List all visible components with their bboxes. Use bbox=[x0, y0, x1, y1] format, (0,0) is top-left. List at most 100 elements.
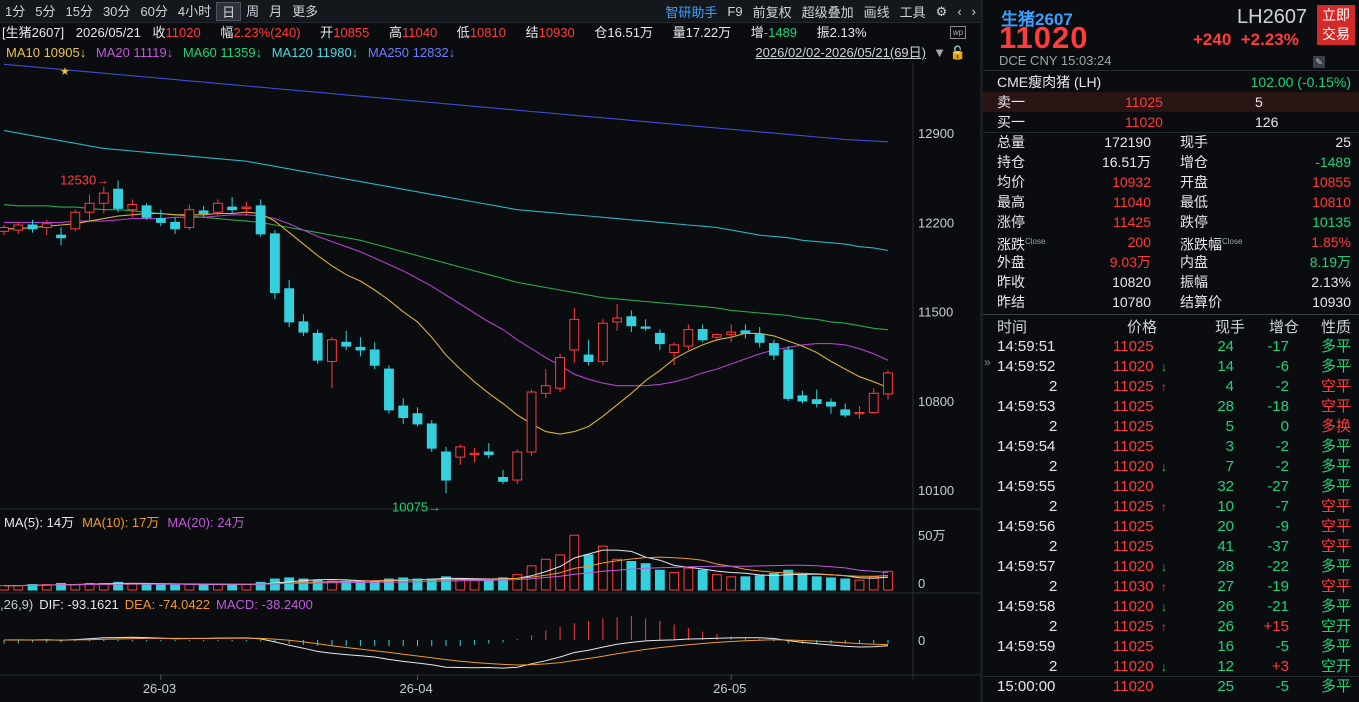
tick-time: 2 bbox=[1049, 378, 1058, 395]
gear-icon[interactable]: ⚙ bbox=[935, 3, 948, 19]
arrow-up-icon: ↑ bbox=[1161, 380, 1167, 394]
tick-oi-change: 0 bbox=[1280, 418, 1289, 435]
candle-body bbox=[127, 204, 138, 211]
tick-price: 11030 bbox=[1113, 578, 1154, 595]
stat-label: 昨结 bbox=[997, 294, 1025, 310]
volume-ma-line bbox=[4, 564, 889, 587]
date-range[interactable]: 2026/02/02-2026/05/21(69日) bbox=[755, 45, 926, 60]
tick-row: 2 11030 ↑ 27 -19 空平 bbox=[983, 577, 1359, 597]
dif-line bbox=[3, 636, 889, 669]
candle-body bbox=[170, 221, 181, 230]
tf-more[interactable]: 更多 bbox=[292, 3, 319, 19]
tick-row: 2 11025 ↑ 10 -7 空平 bbox=[983, 497, 1359, 517]
candle-body bbox=[298, 321, 309, 333]
dropdown-icon[interactable]: ▼ bbox=[933, 45, 946, 60]
bar-date: 2026/05/21 bbox=[75, 25, 141, 40]
volume-axis-label: 0 bbox=[918, 576, 925, 591]
volume-axis-label: 50万 bbox=[918, 528, 945, 543]
wechat-icon[interactable]: wp bbox=[950, 26, 966, 39]
open-value: 10855 bbox=[333, 25, 370, 40]
tf-day[interactable]: 日 bbox=[216, 1, 242, 21]
low-annotation: 10075→ bbox=[392, 499, 441, 514]
tf-1m[interactable]: 1分 bbox=[5, 3, 26, 19]
candle-body bbox=[612, 317, 623, 323]
volume-bar bbox=[612, 558, 623, 591]
stat-value: 8.19万 bbox=[1309, 254, 1351, 270]
collapse-panel-icon[interactable]: » bbox=[984, 355, 991, 369]
tick-row: 2 11025 5 0 多换 bbox=[983, 417, 1359, 437]
candle-body bbox=[883, 372, 893, 395]
volume-bar bbox=[769, 573, 779, 591]
stat-value: 10810 bbox=[1312, 194, 1351, 210]
tick-nature: 空平 bbox=[1321, 398, 1352, 415]
candle-body bbox=[212, 202, 223, 213]
candle-body bbox=[455, 446, 466, 458]
cme-label: CME瘦肉猪 (LH) bbox=[997, 74, 1102, 90]
quote-code: LH2607 bbox=[1237, 6, 1308, 28]
arrow-down-icon: ↓ bbox=[1161, 360, 1167, 374]
volume-bar bbox=[640, 563, 651, 591]
chevron-left-icon[interactable]: ‹ bbox=[957, 4, 962, 19]
tick-qty: 12 bbox=[1217, 658, 1234, 675]
candle-body bbox=[426, 423, 437, 449]
edit-icon[interactable]: ✎ bbox=[1313, 56, 1325, 68]
stat-label: 均价 bbox=[997, 174, 1025, 190]
tf-60m[interactable]: 60分 bbox=[140, 3, 168, 19]
f9-button[interactable]: F9 bbox=[727, 4, 743, 19]
stats-row: 涨跌Close 200 涨跌幅Close 1.85% bbox=[983, 232, 1359, 253]
tick-row: 2 11025 ↑ 4 -2 空平 bbox=[983, 377, 1359, 397]
tick-row: 2 11020 ↓ 12 +3 空开 bbox=[983, 657, 1359, 677]
volume-bar bbox=[0, 585, 9, 591]
tf-4h[interactable]: 4小时 bbox=[177, 3, 212, 19]
dea-line bbox=[4, 637, 889, 666]
adjust-button[interactable]: 前复权 bbox=[752, 5, 792, 20]
tick-time: 2 bbox=[1049, 538, 1058, 555]
volume-bar bbox=[141, 584, 152, 591]
volume-bar bbox=[27, 584, 38, 591]
volume-bar bbox=[113, 581, 123, 591]
tf-15m[interactable]: 15分 bbox=[65, 3, 93, 19]
volume-bar bbox=[626, 561, 637, 591]
candle-body bbox=[13, 224, 24, 231]
tf-month[interactable]: 月 bbox=[269, 3, 283, 19]
tick-nature: 空开 bbox=[1321, 658, 1352, 675]
overlay-button[interactable]: 超级叠加 bbox=[801, 5, 854, 20]
lock-icon[interactable]: 🔓 bbox=[949, 45, 966, 60]
stat-label: 内盘 bbox=[1180, 254, 1208, 270]
arrow-up-icon: ↑ bbox=[1161, 580, 1167, 594]
tick-price: 11020 bbox=[1113, 558, 1154, 575]
candle-body bbox=[826, 401, 836, 407]
tools-button[interactable]: 工具 bbox=[899, 5, 926, 20]
tick-time: 2 bbox=[1049, 498, 1058, 515]
ticks-header: 时间 价格 现手 增仓 性质 bbox=[997, 319, 1352, 336]
tick-price: 11025 bbox=[1113, 338, 1154, 355]
candle-body bbox=[355, 346, 366, 351]
arrow-up-icon: ↑ bbox=[1161, 620, 1167, 634]
ohlc-infobar: [生猪2607] 2026/05/21 收11020 幅2.23%(240) 开… bbox=[0, 23, 980, 43]
volume-bar bbox=[512, 574, 523, 591]
tick-oi-change: -5 bbox=[1275, 678, 1289, 695]
research-assistant-button[interactable]: 智研助手 bbox=[665, 5, 718, 20]
kline-chart[interactable]: 12900 12200 11500 10800 10100 12530→ 10075→ ★ MA… bbox=[0, 63, 980, 702]
tick-qty: 14 bbox=[1217, 358, 1234, 375]
stat-label: 振幅 bbox=[1180, 274, 1208, 290]
tick-row: 15:00:00 11020 25 -5 多平 bbox=[983, 677, 1359, 697]
stat-value: 10820 bbox=[1112, 274, 1151, 290]
tf-5m[interactable]: 5分 bbox=[35, 3, 56, 19]
tick-price: 11020 bbox=[1113, 458, 1154, 475]
volume-bar bbox=[597, 545, 608, 591]
trade-now-button[interactable]: 立即 交易 bbox=[1317, 5, 1355, 45]
candle-body bbox=[269, 233, 280, 294]
tick-nature: 空开 bbox=[1321, 618, 1352, 635]
quote-name: 生猪2607 bbox=[1001, 10, 1073, 29]
tf-week[interactable]: 周 bbox=[246, 3, 260, 19]
chart-panel[interactable]: 1分 5分 15分 30分 60分 4小时 日 周 月 更多 智研助手 F9 前… bbox=[0, 0, 980, 702]
draw-button[interactable]: 画线 bbox=[863, 5, 890, 20]
volume-bar bbox=[669, 571, 680, 591]
chevron-right-icon[interactable]: › bbox=[971, 4, 976, 19]
candle-body bbox=[669, 344, 680, 354]
tf-30m[interactable]: 30分 bbox=[102, 3, 131, 19]
stat-label: 涨跌Close bbox=[997, 236, 1046, 253]
candle-body bbox=[740, 330, 751, 334]
tick-price: 11025 bbox=[1113, 438, 1154, 455]
